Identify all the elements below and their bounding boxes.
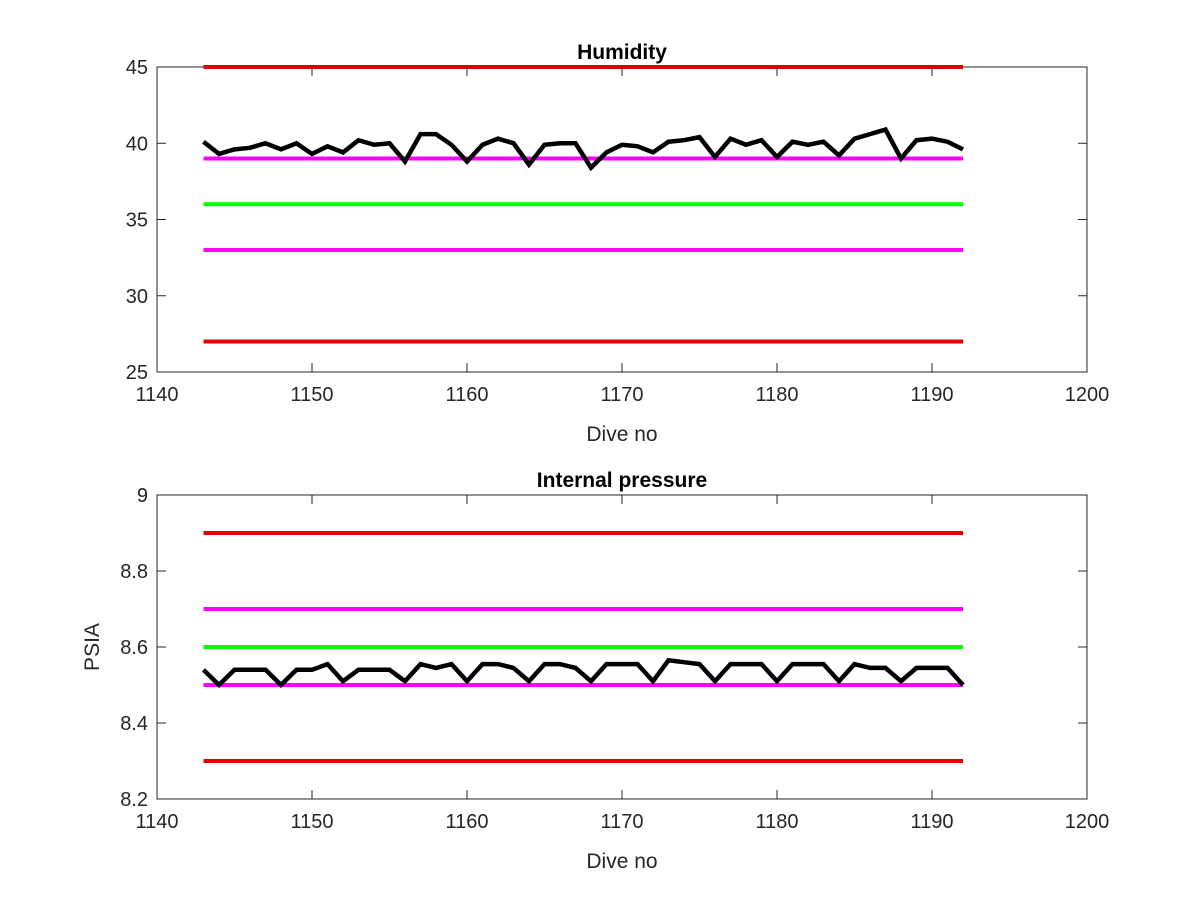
x-tick-label: 1180 — [755, 811, 798, 833]
chart-2: 1140 1150 1160 1170 1180 1190 1200 8.2 8.4 8.6 8.8… — [81, 469, 1109, 873]
x-tick-label: 1180 — [755, 384, 798, 406]
y-tick-label: 40 — [126, 133, 148, 155]
y-tick-label: 8.6 — [120, 637, 148, 659]
series-line-measured — [201, 657, 965, 689]
x-tick-label: 1190 — [910, 384, 953, 406]
charts: 1140 1150 1160 1170 1180 1190 1200 25 30 35 40 45 Hu… — [81, 41, 1109, 873]
x-tick-label: 1170 — [600, 384, 643, 406]
chart-1: 1140 1150 1160 1170 1180 1190 1200 25 30 35 40 45 Hu… — [126, 41, 1110, 446]
x-tick-label: 1170 — [600, 811, 643, 833]
series-group — [201, 531, 965, 763]
x-axis-label: Dive no — [586, 850, 657, 873]
x-tick-label: 1140 — [135, 384, 178, 406]
plot-area — [156, 66, 1088, 373]
y-tick-label: 45 — [126, 57, 148, 79]
y-tick-label: 8.8 — [120, 561, 148, 583]
chart-title: Internal pressure — [537, 469, 707, 492]
x-tick-label: 1200 — [1065, 384, 1110, 406]
x-tick-label: 1150 — [290, 811, 333, 833]
y-tick-label: 8.2 — [120, 789, 148, 811]
x-axis-label: Dive no — [586, 423, 657, 446]
x-tick-label: 1140 — [135, 811, 178, 833]
y-tick-label: 30 — [126, 286, 148, 308]
series-group — [202, 65, 964, 344]
y-axis-label: PSIA — [81, 623, 104, 671]
series-line-measured — [202, 126, 964, 172]
y-tick-label: 35 — [126, 210, 148, 232]
y-tick-label: 9 — [137, 485, 148, 507]
y-tick-label: 25 — [126, 362, 148, 384]
x-tick-label: 1190 — [910, 811, 953, 833]
x-tick-label: 1160 — [445, 811, 488, 833]
y-tick-label: 8.4 — [120, 713, 148, 735]
x-tick-label: 1150 — [290, 384, 333, 406]
chart-title: Humidity — [577, 41, 667, 64]
x-tick-label: 1200 — [1065, 811, 1110, 833]
x-tick-label: 1160 — [445, 384, 488, 406]
